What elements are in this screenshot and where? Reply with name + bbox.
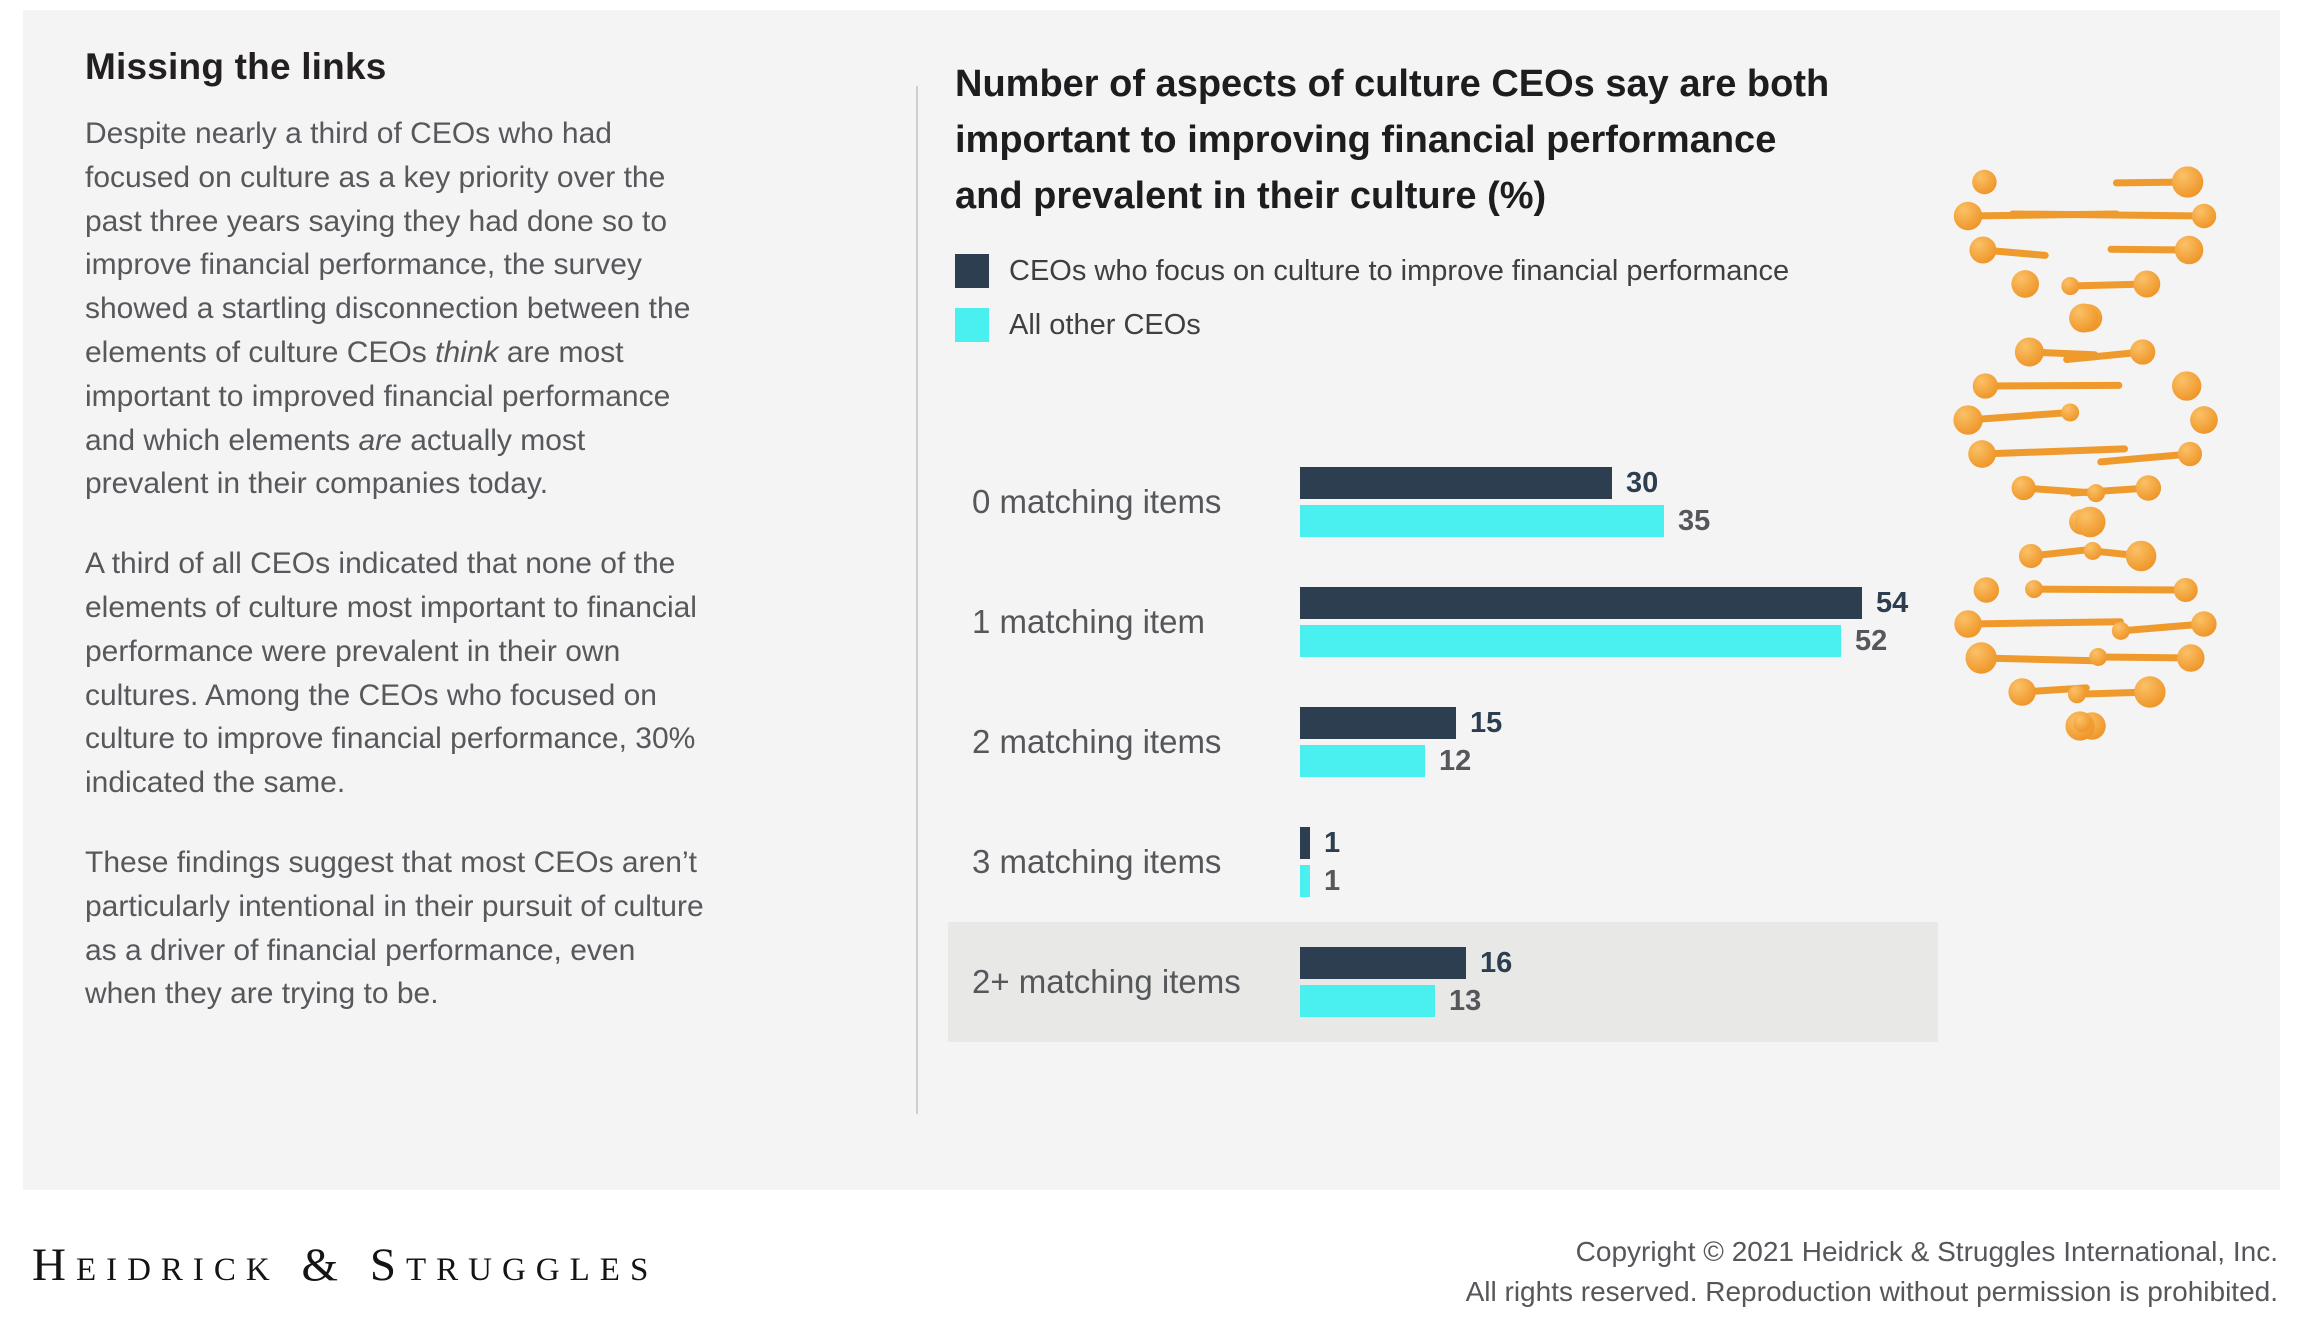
- legend-item: CEOs who focus on culture to improve fin…: [955, 254, 1789, 288]
- bar-value-label: 15: [1470, 706, 1503, 739]
- text-segment-italic: think: [435, 335, 499, 369]
- chart-row: 2+ matching items 16 13: [948, 922, 1938, 1042]
- paragraph-1: Despite nearly a third of CEOs who had f…: [85, 112, 713, 506]
- bar-other-ceos: [1300, 985, 1435, 1017]
- legend-item: All other CEOs: [955, 308, 1789, 342]
- bar-other-ceos: [1300, 865, 1310, 897]
- bar-value-label: 1: [1324, 864, 1341, 897]
- copyright-line: Copyright © 2021 Heidrick & Struggles In…: [1575, 1236, 2278, 1267]
- chart-title: Number of aspects of culture CEOs say ar…: [955, 56, 1995, 225]
- bar-value-label: 30: [1626, 466, 1659, 499]
- legend-label: CEOs who focus on culture to improve fin…: [1009, 254, 1790, 287]
- chart-title-line: Number of aspects of culture CEOs say ar…: [955, 63, 1830, 105]
- bar-value-label: 12: [1439, 744, 1472, 777]
- left-text-column: Missing the links Despite nearly a third…: [85, 46, 713, 1052]
- text-segment: Despite nearly a third of CEOs who had f…: [85, 117, 691, 369]
- section-heading: Missing the links: [85, 46, 387, 87]
- company-logo: Heidrick & Struggles: [32, 1239, 659, 1291]
- copyright-notice: Copyright © 2021 Heidrick & Struggles In…: [1466, 1232, 2278, 1312]
- bar-value-label: 54: [1876, 586, 1909, 619]
- bar-value-label: 16: [1480, 946, 1513, 979]
- category-label: 1 matching item: [972, 603, 1205, 640]
- bar-focus-ceos: [1300, 587, 1862, 619]
- copyright-line: All rights reserved. Reproduction withou…: [1465, 1275, 2278, 1307]
- chart-row: 3 matching items 1 1: [948, 802, 1938, 922]
- content-card: Missing the links Despite nearly a third…: [23, 10, 2280, 1190]
- legend-swatch-cyan: [955, 308, 989, 342]
- chart-legend: CEOs who focus on culture to improve fin…: [955, 254, 1789, 362]
- legend-label: All other CEOs: [1009, 308, 1201, 341]
- bar-focus-ceos: [1300, 707, 1456, 739]
- bar-focus-ceos: [1300, 827, 1310, 859]
- text-segment: actually most prevalent in their compani…: [85, 423, 586, 501]
- chart-row: 1 matching item 54 52: [948, 562, 1938, 682]
- chart-title-line: and prevalent in their culture (%): [955, 175, 1547, 218]
- chart-rows: 0 matching items 30 35 1 matching item 54 52 2…: [948, 442, 1938, 1042]
- paragraph-3: These findings suggest that most CEOs ar…: [85, 845, 704, 1011]
- category-label: 0 matching items: [972, 483, 1222, 520]
- bar-other-ceos: [1300, 625, 1841, 657]
- bar-value-label: 13: [1449, 984, 1482, 1017]
- text-segment-italic: are: [358, 423, 402, 457]
- paragraph-2: A third of all CEOs indicated that none …: [85, 547, 697, 800]
- dna-helix-illustration: [1908, 160, 2268, 760]
- bar-other-ceos: [1300, 505, 1664, 537]
- bar-value-label: 1: [1324, 826, 1341, 859]
- bar-focus-ceos: [1300, 947, 1466, 979]
- category-label: 2 matching items: [972, 723, 1222, 760]
- legend-swatch-navy: [955, 254, 989, 288]
- dna-helix-svg: [1953, 166, 2218, 741]
- bar-other-ceos: [1300, 745, 1425, 777]
- vertical-divider: [916, 86, 918, 1114]
- category-label: 3 matching items: [972, 843, 1222, 880]
- category-label: 2+ matching items: [972, 963, 1241, 1000]
- chart-title-line: important to improving financial perform…: [955, 119, 1777, 162]
- bar-focus-ceos: [1300, 467, 1612, 499]
- bar-value-label: 52: [1855, 624, 1888, 657]
- chart-row: 0 matching items 30 35: [948, 442, 1938, 562]
- bar-value-label: 35: [1678, 504, 1711, 537]
- chart-row: 2 matching items 15 12: [948, 682, 1938, 802]
- text-segment: are most important to improved financial…: [85, 335, 671, 457]
